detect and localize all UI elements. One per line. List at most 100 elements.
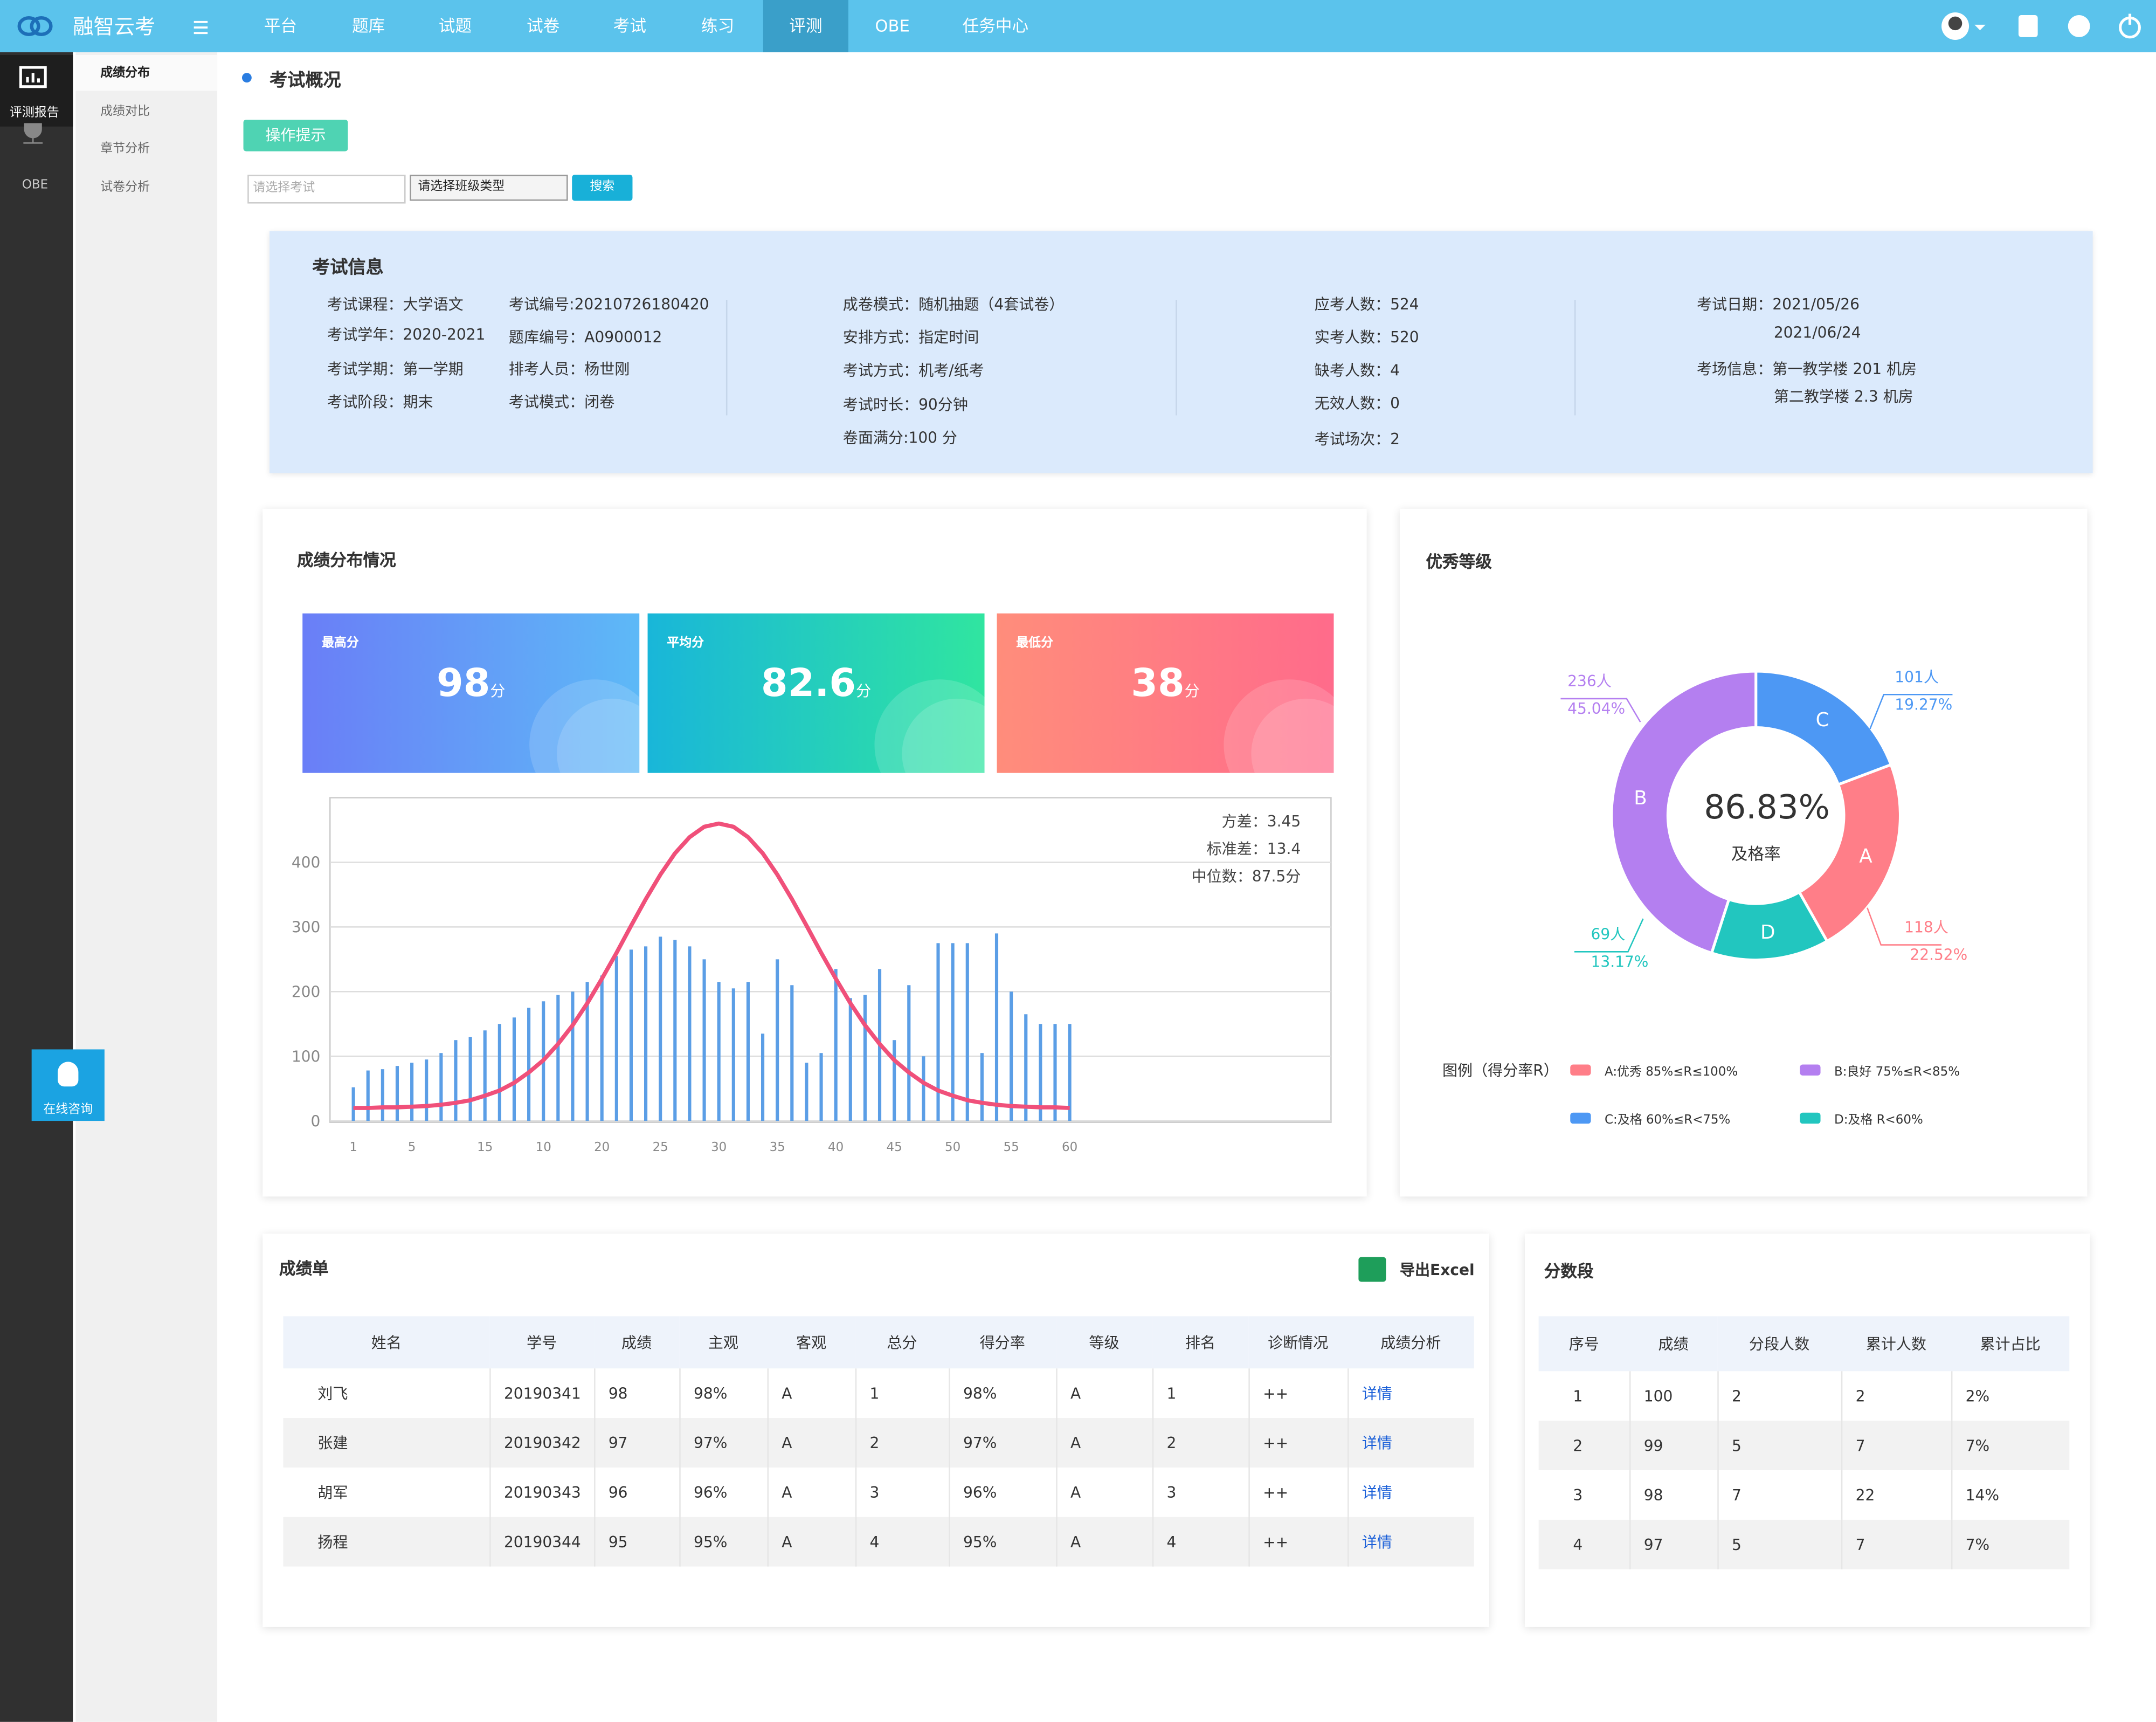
search-button[interactable]: 搜索	[572, 174, 633, 201]
cell: 7%	[1950, 1421, 2070, 1471]
bar	[717, 982, 721, 1121]
nav-item[interactable]: 练习	[701, 16, 735, 36]
submenu-item[interactable]: 成绩分布	[100, 66, 150, 81]
detail-link[interactable]: 详情	[1346, 1368, 1474, 1418]
cell: 2	[1840, 1371, 1951, 1421]
cell: 1	[1573, 1387, 1583, 1405]
section-title: 考试信息	[312, 258, 384, 279]
export-button[interactable]: 导出Excel	[1399, 1261, 1475, 1279]
info-field: 成卷模式：随机抽题（4套试卷）	[842, 295, 1065, 314]
card-value: 82.6	[761, 660, 856, 706]
nav-item[interactable]: 平台	[264, 16, 298, 36]
nav-item[interactable]: 评测	[763, 0, 848, 52]
info-field: 排考人员：杨世刚	[508, 360, 630, 378]
header-cell: 诊断情况	[1248, 1316, 1348, 1369]
bar	[863, 995, 867, 1121]
bar	[439, 1053, 443, 1121]
header-cell: 主观	[679, 1316, 768, 1369]
cell: 3	[854, 1467, 949, 1517]
divider	[1574, 300, 1576, 416]
row: 刘飞 20190341 98 98% A 1 98% A 1 ++ 详情	[283, 1368, 1474, 1418]
cell: 98	[593, 1368, 680, 1418]
cell: A	[766, 1368, 855, 1418]
header-cell: 累计人数	[1841, 1316, 1951, 1372]
submenu-item[interactable]: 试卷分析	[100, 181, 150, 195]
legend-swatch	[1800, 1112, 1821, 1124]
cell: A	[1055, 1418, 1152, 1468]
module-item[interactable]: OBE	[22, 178, 49, 193]
top-bar	[0, 0, 2156, 52]
bar	[834, 969, 838, 1121]
menu-toggle[interactable]	[192, 19, 209, 36]
header-cell: 成绩	[594, 1316, 680, 1369]
cell: 95	[593, 1517, 680, 1567]
detail-link[interactable]: 详情	[1346, 1467, 1474, 1517]
page-title: 考试概况	[269, 71, 341, 92]
submenu-item[interactable]: 成绩对比	[100, 105, 150, 119]
bar	[761, 1034, 765, 1121]
leader-line	[1560, 698, 1641, 722]
cell: A	[766, 1517, 855, 1567]
header-cell: 客观	[767, 1316, 855, 1369]
center-label: 及格率	[1731, 845, 1781, 864]
cell: 20190344	[488, 1517, 595, 1567]
nav-item[interactable]: OBE	[875, 16, 910, 36]
logo-icon	[17, 16, 53, 36]
bar	[1010, 991, 1013, 1121]
slice-count: 101人	[1895, 668, 1939, 686]
detail-link[interactable]: 详情	[1346, 1517, 1474, 1567]
cell: A	[1055, 1467, 1152, 1517]
legend-label: C:及格 60%≤R<75%	[1605, 1113, 1730, 1127]
header-cell: 累计占比	[1951, 1316, 2070, 1372]
cell: 98%	[678, 1368, 768, 1418]
cell: 7	[1716, 1470, 1841, 1520]
header-row: 姓名 学号 成绩 主观 客观 总分 得分率 等级 排名 诊断情况 成绩分析	[283, 1316, 1474, 1369]
cell: ++	[1248, 1467, 1348, 1517]
header-cell: 序号	[1538, 1316, 1629, 1372]
divider	[725, 300, 728, 416]
y-tick-label: 300	[292, 919, 321, 936]
cell: 96%	[678, 1467, 768, 1517]
cell: 扬程	[317, 1533, 348, 1552]
submenu-item[interactable]: 章节分析	[100, 142, 150, 156]
center-value: 86.83%	[1704, 788, 1829, 826]
cell: 7	[1840, 1519, 1951, 1569]
slice-percent: 22.52%	[1910, 946, 1967, 964]
leader-line	[1869, 693, 1953, 729]
chart-title: 优秀等级	[1426, 552, 1492, 571]
submenu-active	[75, 55, 218, 91]
bar	[483, 1030, 487, 1121]
cell: 5	[1716, 1421, 1841, 1471]
cell: 97	[1628, 1519, 1718, 1569]
cell: 4	[1151, 1517, 1249, 1567]
nav-item[interactable]: 试卷	[527, 16, 560, 36]
brand: 融智云考	[73, 14, 156, 39]
row: 3 98 7 22 14%	[1538, 1470, 2070, 1520]
module-item[interactable]: 评测报告	[9, 106, 59, 121]
nav-item[interactable]: 考试	[613, 16, 646, 36]
bar	[965, 943, 969, 1121]
exam-input[interactable]: 请选择考试	[247, 174, 406, 204]
bar	[673, 940, 677, 1121]
cell: 2	[854, 1418, 949, 1468]
help-button[interactable]: 操作提示	[243, 119, 348, 151]
consult-button[interactable]: 在线咨询	[31, 1049, 105, 1121]
card-value: 98	[436, 660, 490, 706]
detail-link[interactable]: 详情	[1346, 1418, 1474, 1468]
cell: 7%	[1950, 1519, 2070, 1569]
info-field: 考场信息：第一教学楼 201 机房	[1696, 360, 1917, 378]
x-tick-label: 20	[594, 1140, 610, 1154]
bar	[731, 988, 735, 1121]
card-value-box: 98分	[302, 660, 639, 705]
nav-item[interactable]: 试题	[438, 16, 472, 36]
class-select[interactable]: 请选择班级类型	[410, 174, 568, 201]
row: 胡军 20190343 96 96% A 3 96% A 3 ++ 详情	[283, 1467, 1474, 1517]
nav-item[interactable]: 任务中心	[962, 16, 1029, 36]
nav-item[interactable]: 题库	[352, 16, 385, 36]
x-tick-label: 55	[1004, 1140, 1019, 1154]
score-card: 最高分 98分	[302, 613, 640, 773]
cell: 100	[1628, 1371, 1718, 1421]
bar	[351, 1087, 355, 1121]
